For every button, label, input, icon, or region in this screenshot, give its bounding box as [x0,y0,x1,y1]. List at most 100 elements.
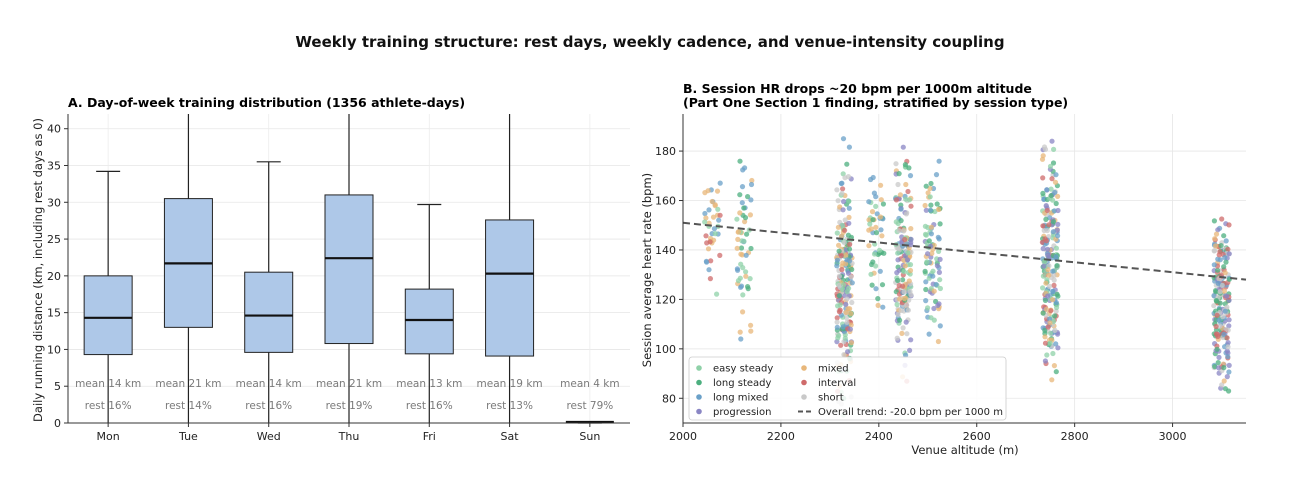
scatter-point [838,342,844,348]
panel-b-points [702,136,1232,418]
scatter-point [880,201,887,207]
box-mon [83,170,133,423]
panel-b-ytick-label: 120 [655,293,676,306]
panel-a-boxes [83,114,614,424]
scatter-point [928,224,935,230]
scatter-point [1050,268,1056,274]
scatter-point [878,227,884,233]
scatter-point [704,259,710,265]
scatter-point [1225,350,1231,356]
scatter-point [1213,323,1219,330]
scatter-point [1221,365,1227,371]
panel-b-xtick-label: 2200 [767,430,795,443]
scatter-point [844,319,850,325]
panel-b-xlabel: Venue altitude (m) [911,443,1018,457]
scatter-point [897,317,903,323]
scatter-point [1214,312,1220,318]
iqr-box [244,271,294,353]
mean-label: mean 21 km [316,378,382,390]
scatter-point [748,328,754,334]
scatter-point [747,276,753,282]
scatter-point [1224,293,1230,299]
scatter-point [742,215,749,221]
scatter-point [1226,323,1232,329]
scatter-point [926,238,932,244]
scatter-point [845,232,852,238]
panel-a-ytick-label: 35 [47,160,61,173]
scatter-point [839,190,845,196]
scatter-point [742,165,748,171]
scatter-point [901,269,907,275]
scatter-point [935,338,942,345]
scatter-point [737,192,743,198]
scatter-point [1216,317,1222,323]
scatter-point [1225,344,1231,350]
scatter-point [1042,327,1048,333]
scatter-point [841,240,847,246]
scatter-point [1213,297,1219,304]
scatter-point [1055,207,1061,214]
scatter-point [1226,222,1232,228]
scatter-point [1050,297,1056,303]
scatter-point [706,207,712,213]
scatter-point [848,274,854,280]
scatter-point [905,188,911,195]
scatter-point [896,228,902,234]
scatter-point [1052,327,1058,333]
scatter-point [904,257,911,263]
scatter-point [1055,345,1061,351]
scatter-point [907,347,913,353]
scatter-point [1220,314,1226,320]
scatter-point [930,268,936,274]
scatter-point [834,230,840,236]
scatter-point [1052,313,1058,319]
scatter-point [717,252,723,258]
scatter-point [1050,160,1057,166]
scatter-point [839,267,845,273]
scatter-point [1043,306,1049,312]
scatter-point [737,158,743,164]
scatter-point [841,282,847,288]
scatter-point [1047,340,1053,346]
scatter-point [866,199,872,205]
scatter-point [873,230,880,236]
scatter-point [1217,300,1223,306]
scatter-point [877,268,883,274]
scatter-point [875,302,881,308]
scatter-point [835,224,842,230]
box-wed [244,161,294,423]
scatter-point [836,273,843,279]
scatter-point [923,183,929,189]
figure-title: Weekly training structure: rest days, we… [295,33,1005,51]
scatter-point [1053,172,1059,178]
scatter-point [1044,207,1050,213]
scatter-point [902,162,909,168]
legend-entry: mixed [801,364,849,375]
scatter-point [937,256,943,262]
scatter-point [1051,363,1057,369]
scatter-point [905,307,912,313]
scatter-point [880,304,886,310]
scatter-point [743,269,749,275]
scatter-point [840,207,846,213]
scatter-point [1055,233,1061,239]
scatter-point [846,205,852,211]
scatter-point [902,236,908,243]
scatter-point [904,302,910,308]
scatter-point [834,315,840,321]
scatter-point [834,257,841,263]
scatter-point [933,172,940,178]
scatter-point [1040,175,1046,181]
scatter-point [879,233,885,239]
panel-b-ytick-label: 140 [655,244,676,257]
scatter-point [1047,320,1053,326]
scatter-point [738,336,744,342]
scatter-point [907,288,913,295]
scatter-point [1054,304,1060,311]
scatter-point [1221,233,1227,239]
scatter-point [1215,256,1221,262]
scatter-point [893,197,900,203]
scatter-point [1042,334,1048,340]
box-thu [324,114,374,423]
